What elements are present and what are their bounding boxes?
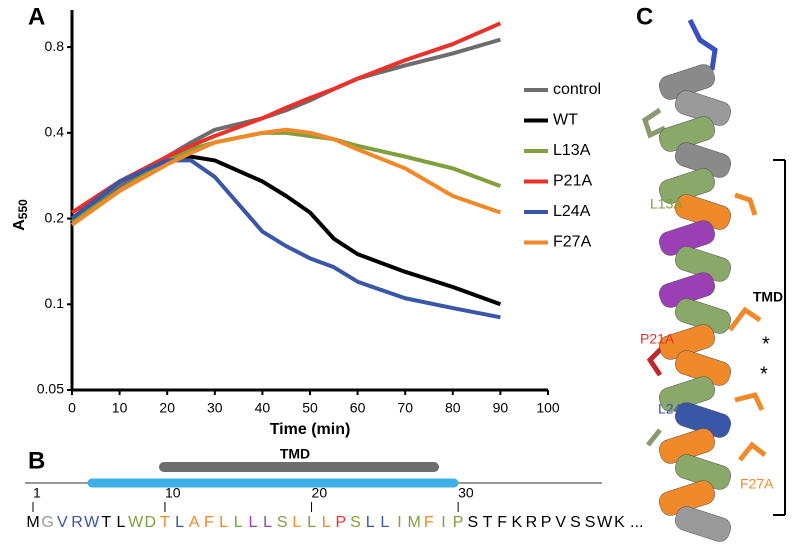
residue: K (511, 514, 522, 531)
residue: L (248, 514, 257, 531)
residue: F (424, 514, 434, 531)
residue: F (204, 514, 214, 531)
legend-label: control (553, 81, 601, 98)
legend-label: L13A (553, 142, 591, 159)
residue: S (467, 514, 478, 531)
residue: L (307, 514, 316, 531)
residue: T (160, 514, 170, 531)
residue: K (614, 514, 625, 531)
side-chain (642, 107, 667, 139)
y-axis-title-main: A (11, 219, 28, 231)
x-tick-label: 30 (207, 400, 223, 416)
side-chain (728, 306, 762, 332)
x-tick-label: 80 (445, 400, 461, 416)
residue: P (541, 514, 552, 531)
residue: S (350, 514, 361, 531)
x-tick-label: 70 (397, 400, 413, 416)
helix-band (675, 506, 731, 542)
residue: S (585, 514, 596, 531)
residue: L (175, 514, 184, 531)
legend-label: L24A (553, 203, 591, 220)
x-tick-label: 0 (68, 400, 76, 416)
legend-label: F27A (553, 234, 592, 251)
side-chain (734, 192, 758, 216)
data-line (70, 21, 502, 215)
residue: D (144, 514, 156, 531)
x-tick-label: 40 (255, 400, 271, 416)
ruler-label: 1 (33, 485, 41, 501)
residue: V (57, 514, 68, 531)
residue: M (407, 514, 420, 531)
side-chain (687, 18, 718, 71)
mutation-label: F27A (740, 476, 774, 492)
helix-structure (642, 18, 767, 542)
x-tick-label: 10 (112, 400, 128, 416)
residue: L (117, 514, 126, 531)
ruler-label: 30 (458, 485, 474, 501)
y-tick-label: 0.1 (45, 295, 65, 311)
residue: P (453, 514, 464, 531)
residue: P (336, 514, 347, 531)
residue: W (597, 514, 613, 531)
side-chain (738, 441, 767, 462)
y-tick-label: 0.8 (45, 38, 65, 54)
asterisk: * (760, 363, 768, 385)
asterisk: * (762, 333, 770, 355)
residue: W (84, 514, 100, 531)
x-axis-title: Time (min) (270, 421, 351, 438)
residue: M (26, 514, 39, 531)
x-tick-label: 20 (159, 400, 175, 416)
residue: F (497, 514, 507, 531)
residue: L (366, 514, 375, 531)
residue: L (219, 514, 228, 531)
sequence-ellipsis: ... (630, 514, 643, 531)
y-tick-label: 0.05 (37, 381, 64, 397)
residue: W (128, 514, 144, 531)
data-line (70, 127, 502, 227)
residue: L (234, 514, 243, 531)
residue: V (555, 514, 566, 531)
residue: L (292, 514, 301, 531)
residue: G (41, 514, 53, 531)
tmd-label: TMD (753, 289, 783, 305)
y-tick-label: 0.4 (45, 124, 65, 140)
residue: A (189, 514, 200, 531)
y-axis-title-sub: 550 (16, 199, 30, 219)
side-chain (646, 428, 662, 447)
residue: T (483, 514, 493, 531)
mutation-label: L24A (658, 401, 691, 417)
residue: L (263, 514, 272, 531)
panel-label: C (636, 3, 653, 30)
residue: I (441, 514, 445, 531)
tmd-label: TMD (280, 446, 310, 462)
side-chain (734, 392, 765, 412)
residue: T (101, 514, 111, 531)
mutation-label: P21A (640, 331, 675, 347)
residue: L (380, 514, 389, 531)
residue: L (322, 514, 331, 531)
panel-label: B (28, 447, 45, 474)
residue: S (570, 514, 581, 531)
mutation-label: L13A (650, 196, 683, 212)
residue: I (397, 514, 401, 531)
ruler-label: 10 (165, 485, 181, 501)
x-tick-label: 60 (350, 400, 366, 416)
legend-label: P21A (553, 173, 592, 190)
panel-label: A (28, 3, 45, 30)
x-tick-label: 50 (302, 400, 318, 416)
residue: S (277, 514, 288, 531)
residue: R (71, 514, 83, 531)
residue: R (526, 514, 538, 531)
legend-label: WT (553, 112, 578, 129)
y-axis-title: A550 (11, 199, 30, 231)
data-line (70, 158, 501, 320)
y-tick-label: 0.2 (45, 209, 65, 225)
ruler-label: 20 (312, 485, 328, 501)
x-tick-label: 100 (536, 400, 560, 416)
x-tick-label: 90 (493, 400, 509, 416)
